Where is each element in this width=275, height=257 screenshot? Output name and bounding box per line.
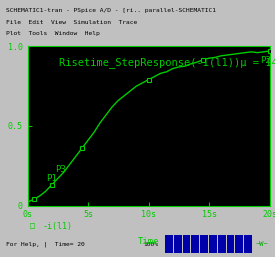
Text: -i(l1): -i(l1) xyxy=(43,222,73,231)
Text: Time: Time xyxy=(138,237,159,246)
Text: P1: P1 xyxy=(46,174,56,183)
Bar xyxy=(235,235,243,253)
Bar xyxy=(244,235,252,253)
Text: ~W~: ~W~ xyxy=(256,241,268,247)
Bar xyxy=(209,235,217,253)
Text: For Help, |  Time= 20: For Help, | Time= 20 xyxy=(6,241,84,247)
Text: Risetime_StepResponse(-i(l1))μ = 14.: Risetime_StepResponse(-i(l1))μ = 14. xyxy=(59,57,275,68)
Text: P2: P2 xyxy=(260,56,271,65)
Text: SCHEMATIC1-tran - PSpice A/D - [ri.. parallel-SCHEMATIC1: SCHEMATIC1-tran - PSpice A/D - [ri.. par… xyxy=(6,8,216,13)
Bar xyxy=(165,235,173,253)
Text: P3: P3 xyxy=(55,165,66,174)
Bar xyxy=(191,235,199,253)
Bar xyxy=(227,235,234,253)
Text: □: □ xyxy=(30,222,35,231)
Bar xyxy=(218,235,226,253)
Bar xyxy=(174,235,182,253)
Bar xyxy=(183,235,190,253)
Text: File  Edit  View  Simulation  Trace: File Edit View Simulation Trace xyxy=(6,20,137,25)
Text: Plot  Tools  Window  Help: Plot Tools Window Help xyxy=(6,31,99,36)
Text: 100%: 100% xyxy=(143,242,158,247)
Bar xyxy=(200,235,208,253)
